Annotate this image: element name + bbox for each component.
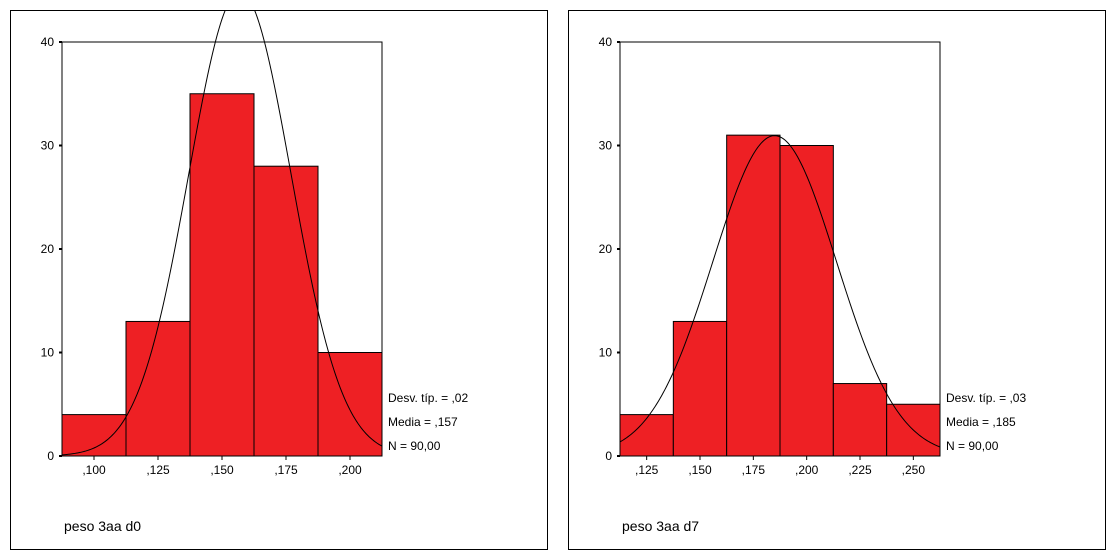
x-tick-label: ,200 [795, 463, 819, 477]
stats-label: N = 90,00 [388, 439, 441, 453]
histogram-bar [673, 321, 726, 456]
x-tick-label: ,175 [274, 463, 298, 477]
histogram-bar [833, 384, 886, 456]
y-tick-label: 10 [41, 346, 55, 360]
y-tick-label: 40 [599, 35, 613, 49]
x-tick-label: ,150 [210, 463, 234, 477]
x-tick-label: ,125 [146, 463, 170, 477]
chart-caption-d7: peso 3aa d7 [622, 518, 699, 534]
y-tick-label: 30 [599, 139, 613, 153]
x-tick-label: ,175 [742, 463, 766, 477]
chart-caption-d0: peso 3aa d0 [64, 518, 141, 534]
histogram-bar [318, 353, 382, 457]
histogram-bar [620, 415, 673, 456]
stats-label: Media = ,157 [388, 415, 458, 429]
y-tick-label: 20 [599, 242, 613, 256]
x-tick-label: ,125 [635, 463, 659, 477]
histogram-bar [126, 321, 190, 456]
y-tick-label: 10 [599, 346, 613, 360]
y-tick-label: 0 [47, 449, 54, 463]
y-tick-label: 0 [605, 449, 612, 463]
y-tick-label: 20 [41, 242, 55, 256]
histogram-bar [727, 135, 780, 456]
x-tick-label: ,250 [902, 463, 926, 477]
histogram-d0: 0 10 20 30 40 ,100 ,125 ,150 ,175 ,200 Desv. típ. … [11, 11, 549, 551]
histogram-panel-d0: 0 10 20 30 40 ,100 ,125 ,150 ,175 ,200 Desv. típ. … [10, 10, 548, 550]
x-tick-label: ,100 [82, 463, 106, 477]
stats-label: Desv. típ. = ,03 [946, 391, 1026, 405]
histogram-bar [780, 146, 833, 457]
x-tick-label: ,200 [338, 463, 362, 477]
histogram-bar [190, 94, 254, 456]
stats-label: N = 90,00 [946, 439, 999, 453]
histogram-bar [62, 415, 126, 456]
histogram-panel-d7: 0 10 20 30 40 ,125 ,150 ,175 ,200 ,225 ,250 Desv. t… [568, 10, 1106, 550]
y-tick-label: 40 [41, 35, 55, 49]
stats-label: Desv. típ. = ,02 [388, 391, 468, 405]
x-tick-label: ,225 [848, 463, 872, 477]
stats-label: Media = ,185 [946, 415, 1016, 429]
y-tick-label: 30 [41, 139, 55, 153]
histogram-d7: 0 10 20 30 40 ,125 ,150 ,175 ,200 ,225 ,250 Desv. t… [569, 11, 1107, 551]
x-tick-label: ,150 [688, 463, 712, 477]
histogram-bar [254, 166, 318, 456]
